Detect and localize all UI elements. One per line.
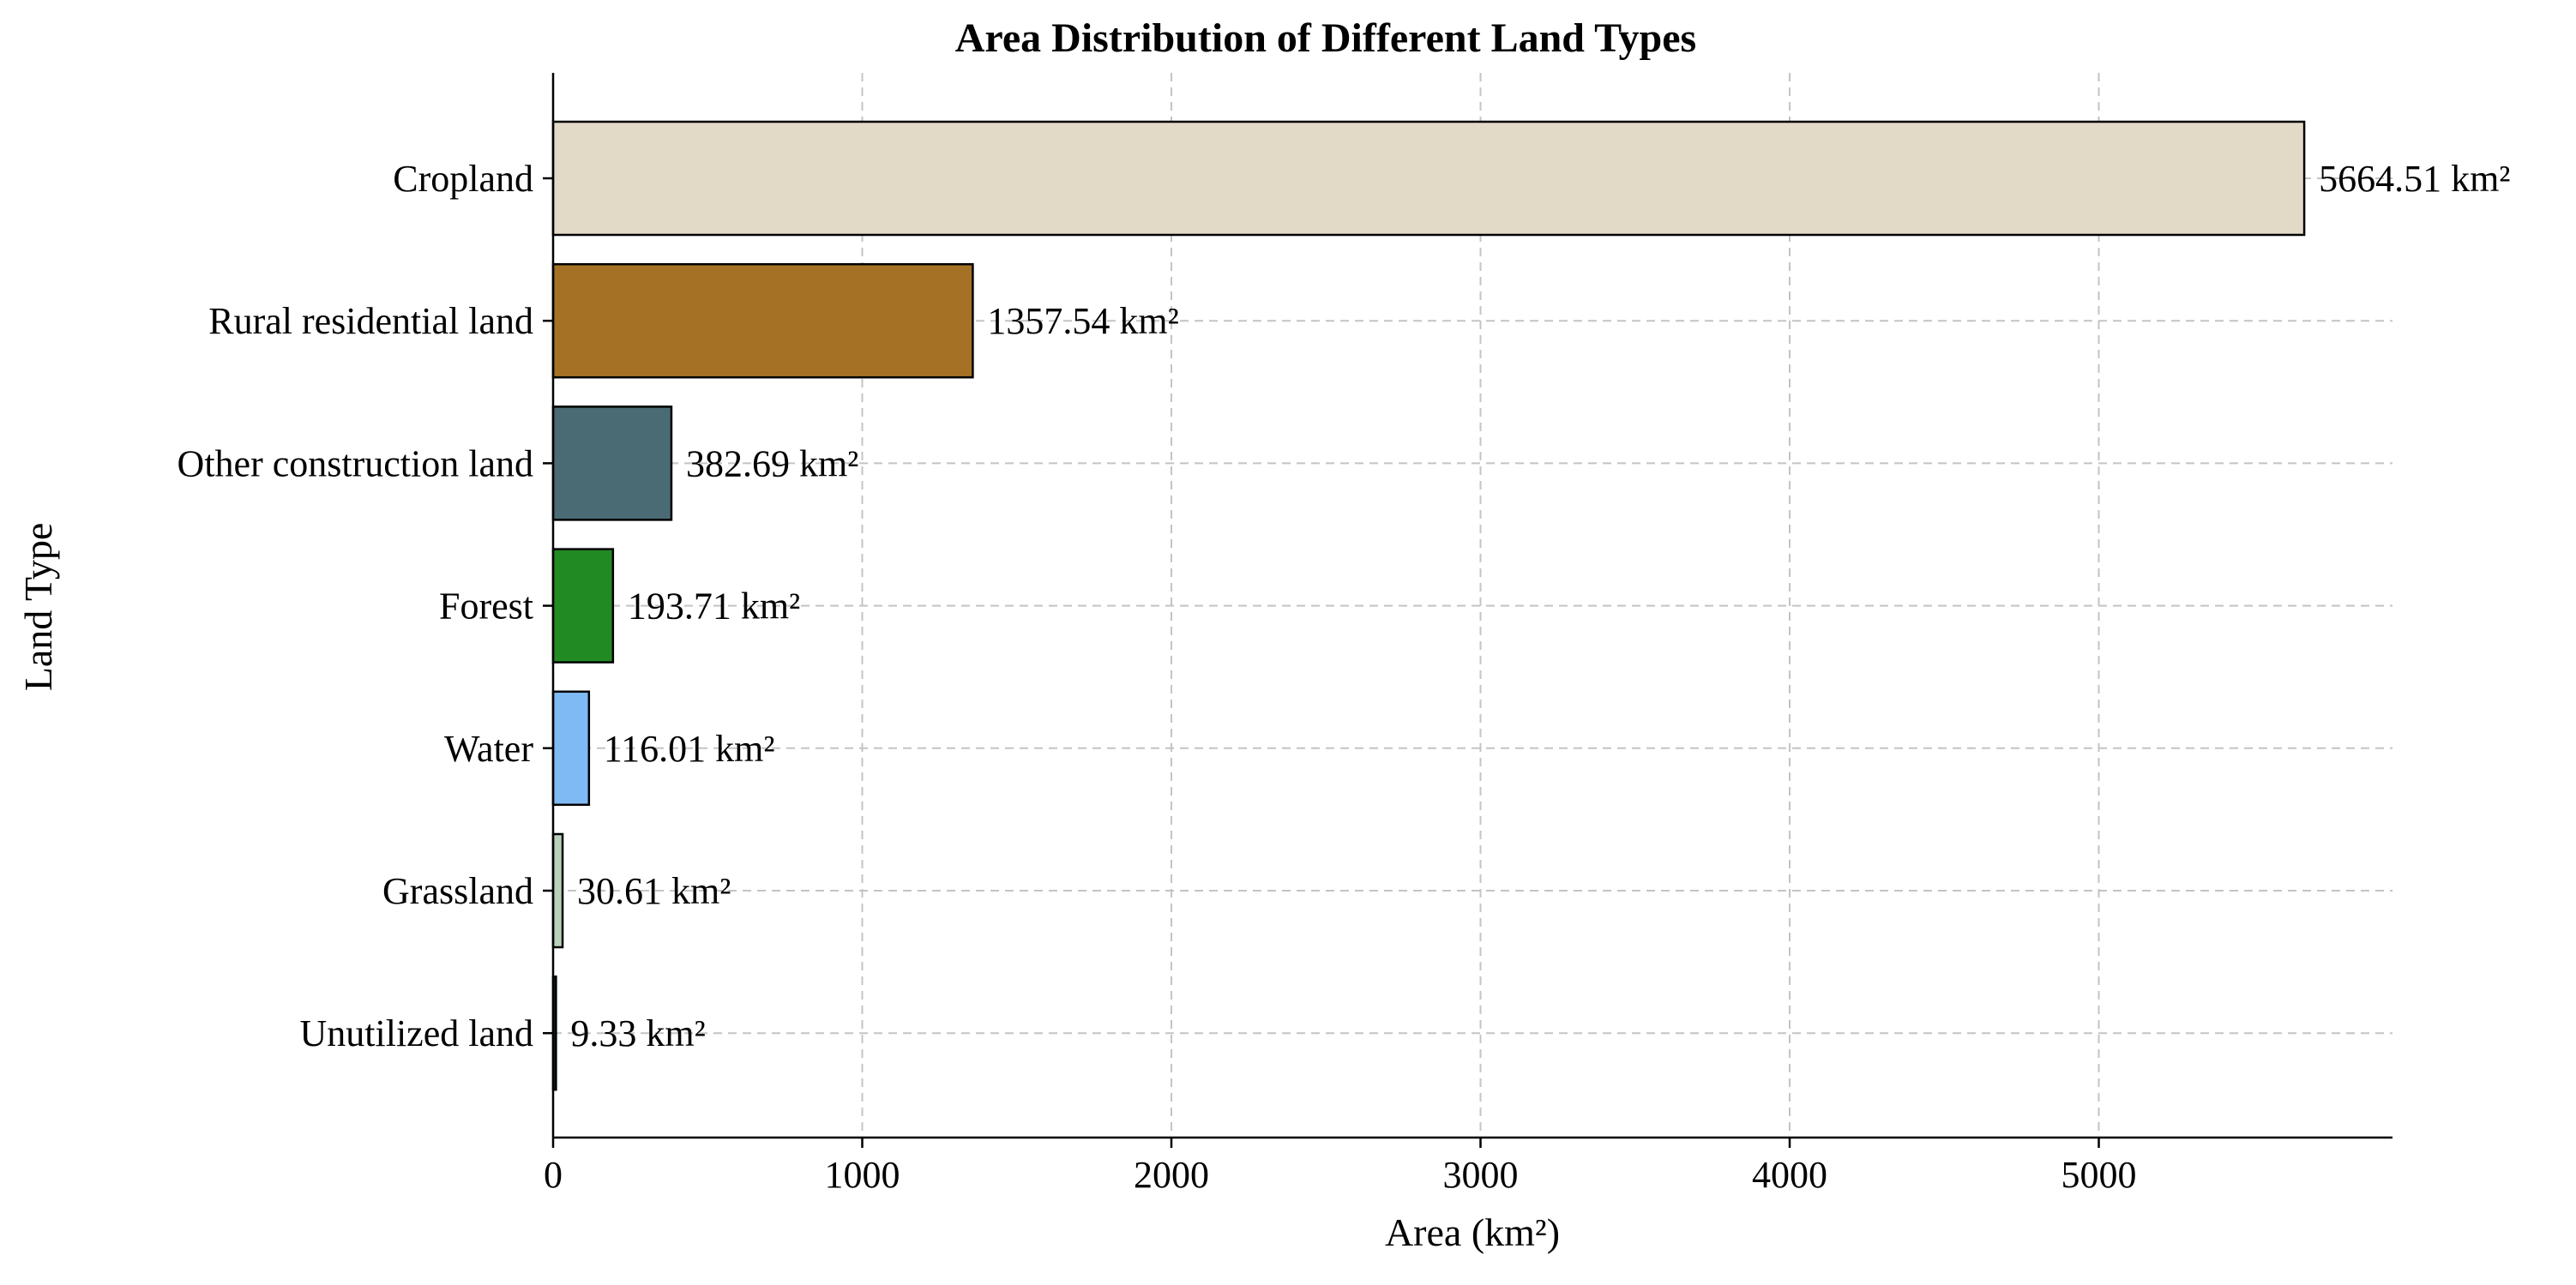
bar-value-label: 30.61 km² <box>577 870 731 912</box>
y-tick-label: Forest <box>439 585 533 627</box>
bar-value-label: 193.71 km² <box>628 585 800 627</box>
bar-value-label: 382.69 km² <box>686 442 858 484</box>
x-tick-label: 2000 <box>1134 1154 1209 1196</box>
x-tick-label: 3000 <box>1443 1154 1519 1196</box>
data-labels: 5664.51 km² 1357.54 km² 382.69 km² 193.71 k… <box>570 158 2510 1054</box>
bar-value-label: 116.01 km² <box>604 728 775 770</box>
bar-value-label: 5664.51 km² <box>2319 158 2510 200</box>
y-tick-label: Unutilized land <box>300 1012 534 1054</box>
y-tick-label: Cropland <box>393 158 533 200</box>
bar-value-label: 1357.54 km² <box>987 300 1178 342</box>
y-tick-label: Water <box>444 728 533 770</box>
bar-value-label: 9.33 km² <box>570 1012 705 1054</box>
y-axis-label: Land Type <box>16 523 60 692</box>
x-axis-label: Area (km²) <box>1385 1210 1560 1254</box>
y-tick-label: Rural residential land <box>208 300 533 342</box>
bar <box>551 405 673 521</box>
x-tick-label: 0 <box>544 1154 563 1196</box>
bar <box>551 832 564 949</box>
chart-title: Area Distribution of Different Land Type… <box>955 15 1696 61</box>
y-tick-label: Other construction land <box>178 442 533 484</box>
x-tick-label: 4000 <box>1752 1154 1827 1196</box>
bar <box>551 548 615 664</box>
x-axis-ticks: 0 1000 2000 3000 4000 5000 <box>544 1138 2137 1196</box>
x-tick-label: 5000 <box>2061 1154 2137 1196</box>
bar <box>551 690 591 807</box>
bar <box>551 120 2306 237</box>
y-tick-label: Grassland <box>382 870 533 912</box>
y-axis-ticks: Cropland Rural residential land Other cons… <box>178 158 553 1054</box>
bar <box>551 262 974 379</box>
x-tick-label: 1000 <box>825 1154 900 1196</box>
